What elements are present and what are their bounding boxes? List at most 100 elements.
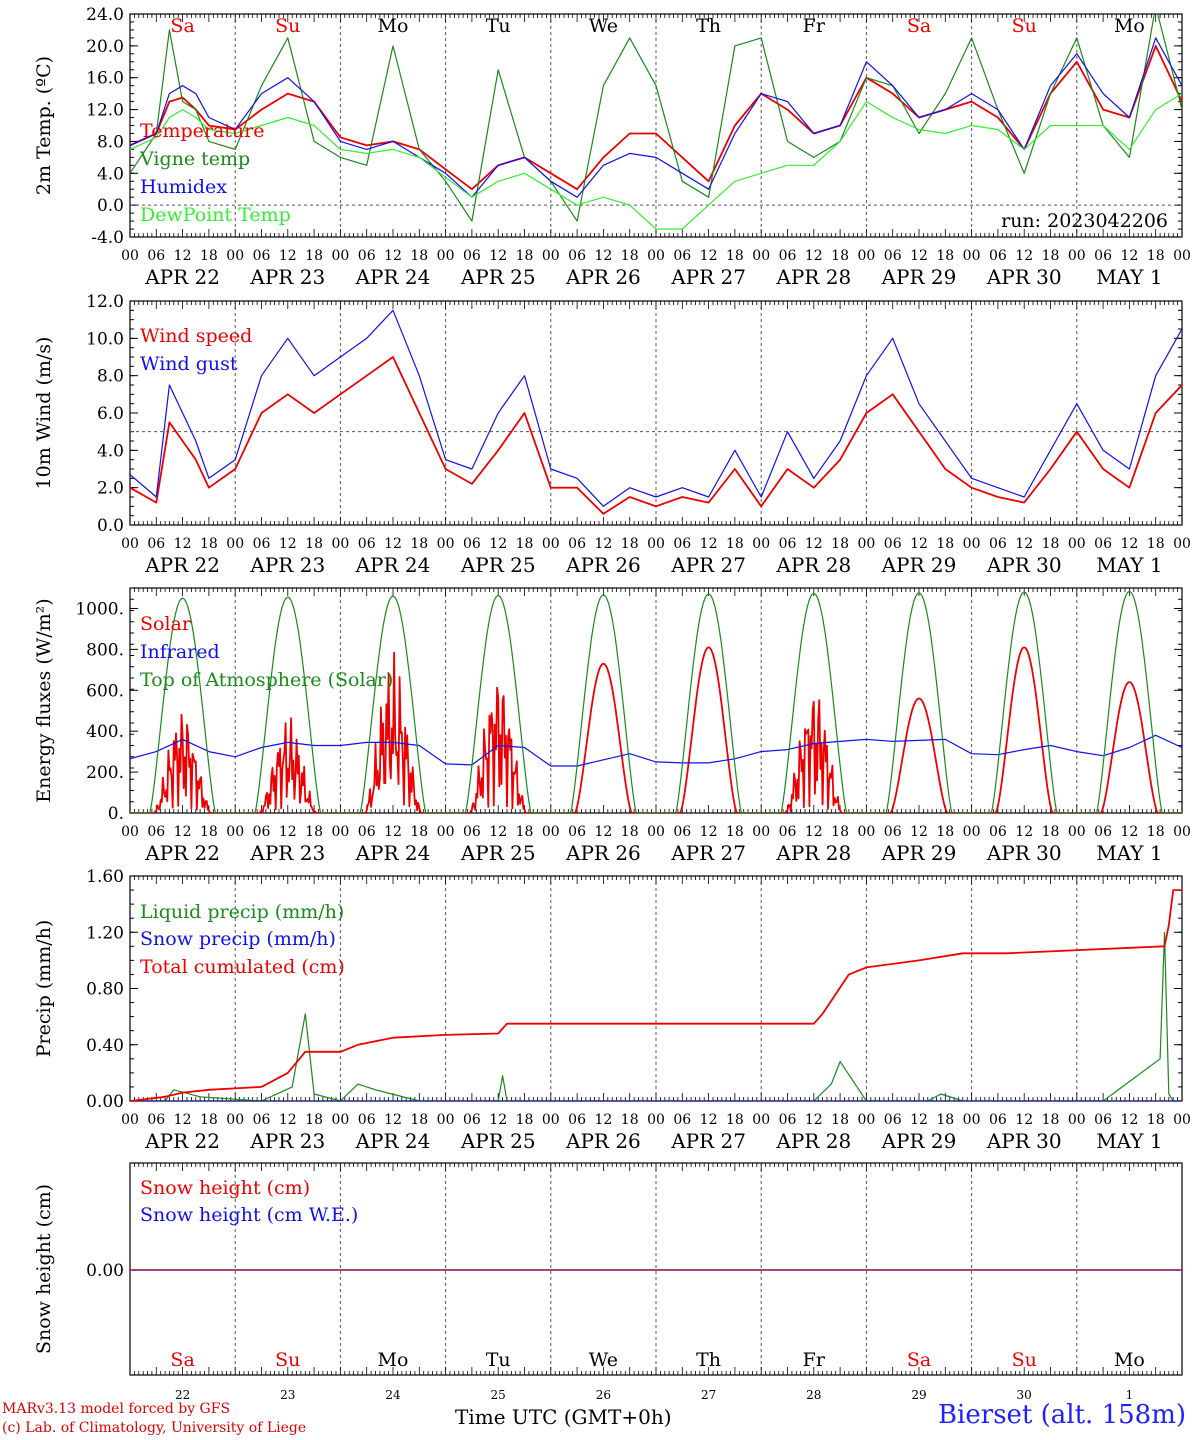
day-label: APR 23	[249, 265, 325, 289]
hour-label: 18	[621, 536, 639, 552]
day-label: APR 26	[565, 265, 641, 289]
hour-label: 00	[963, 1112, 981, 1128]
legend-solar: Solar	[140, 613, 192, 635]
hour-label: 18	[831, 824, 849, 840]
hour-label: 12	[594, 248, 612, 264]
legend-liquid-precip-mm-h: Liquid precip (mm/h)	[140, 901, 344, 923]
hour-label: 00	[647, 824, 665, 840]
hour-label: 12	[174, 248, 192, 264]
day-label: APR 26	[565, 841, 641, 865]
day-label: APR 22	[144, 265, 220, 289]
hour-label: 06	[989, 1112, 1007, 1128]
date-label: 26	[596, 1388, 611, 1402]
hour-label: 18	[1042, 248, 1060, 264]
hour-label: 00	[647, 248, 665, 264]
hour-label: 00	[963, 824, 981, 840]
day-label: APR 25	[460, 265, 536, 289]
day-label: APR 28	[775, 1129, 851, 1153]
day-label: MAY 1	[1096, 265, 1162, 289]
y-tick-label: 12.0	[86, 101, 124, 121]
series-infrared	[130, 734, 1182, 767]
hour-label: 18	[1042, 1112, 1060, 1128]
hour-label: 18	[516, 248, 534, 264]
hour-label: 06	[884, 248, 902, 264]
hour-label: 00	[542, 824, 560, 840]
hour-label: 06	[779, 536, 797, 552]
hour-label: 00	[226, 536, 244, 552]
series-group	[130, 14, 1182, 230]
hour-label: 06	[1094, 248, 1112, 264]
hour-label: 06	[673, 824, 691, 840]
y-axis-title: Energy fluxes (W/m²)	[33, 598, 55, 802]
hour-label: 00	[857, 1112, 875, 1128]
hour-label: 18	[1147, 1112, 1165, 1128]
series-group	[130, 889, 1182, 1101]
hour-label: 18	[1042, 824, 1060, 840]
legend-total-cumulated-cm: Total cumulated (cm)	[140, 956, 345, 978]
hour-label: 00	[121, 1112, 139, 1128]
weekday-label: Mo	[378, 15, 409, 37]
hour-label: 00	[542, 248, 560, 264]
weekday-label: Mo	[1114, 1349, 1145, 1371]
hour-label: 00	[752, 1112, 770, 1128]
legend-vigne-temp: Vigne temp	[139, 148, 250, 170]
hour-label: 12	[1120, 824, 1138, 840]
hour-label: 06	[358, 536, 376, 552]
credit-model: MARv3.13 model forced by GFS	[2, 1401, 231, 1417]
y-tick-label: 0.40	[86, 1036, 124, 1056]
legend-temperature: Temperature	[140, 120, 264, 142]
legend-dewpoint-temp: DewPoint Temp	[140, 204, 291, 226]
y-tick-label: 0.0	[97, 516, 124, 536]
hour-label: 12	[910, 824, 928, 840]
hour-label: 18	[410, 248, 428, 264]
day-label: APR 27	[670, 841, 746, 865]
hour-label: 18	[936, 248, 954, 264]
day-label: APR 25	[460, 841, 536, 865]
hour-label: 06	[568, 248, 586, 264]
hour-label: 12	[910, 536, 928, 552]
hour-label: 00	[1173, 536, 1191, 552]
hour-label: 06	[253, 824, 271, 840]
weekday-label: Sa	[170, 15, 194, 37]
hour-label: 00	[331, 1112, 349, 1128]
hour-label: 12	[1015, 248, 1033, 264]
hour-label: 00	[331, 824, 349, 840]
hour-label: 18	[621, 1112, 639, 1128]
series-group	[130, 590, 1182, 813]
hour-label: 18	[410, 1112, 428, 1128]
hour-label: 00	[1173, 1112, 1191, 1128]
hour-label: 18	[726, 536, 744, 552]
day-label: APR 30	[986, 265, 1062, 289]
hour-label: 06	[989, 824, 1007, 840]
hour-ticks	[129, 301, 1183, 525]
hour-label: 00	[963, 536, 981, 552]
y-tick-label: 400.	[86, 722, 124, 742]
hour-label: 06	[568, 536, 586, 552]
hour-label: 12	[489, 248, 507, 264]
weekday-label: Su	[275, 15, 300, 37]
hour-label: 06	[358, 248, 376, 264]
date-label: 28	[806, 1388, 821, 1402]
hour-label: 18	[305, 824, 323, 840]
hour-label: 12	[174, 536, 192, 552]
legend-snow-height-cm: Snow height (cm)	[140, 1177, 310, 1199]
hour-label: 00	[437, 248, 455, 264]
day-label: APR 30	[986, 841, 1062, 865]
hour-label: 00	[437, 536, 455, 552]
hour-label: 12	[384, 248, 402, 264]
hour-label: 06	[463, 824, 481, 840]
legend-wind-speed: Wind speed	[140, 325, 252, 347]
weekday-label: Su	[1012, 15, 1037, 37]
weekday-label: Mo	[378, 1349, 409, 1371]
day-label: APR 24	[355, 553, 431, 577]
hour-label: 06	[147, 248, 165, 264]
hour-label: 00	[647, 536, 665, 552]
hour-label: 06	[463, 248, 481, 264]
hour-label: 12	[279, 536, 297, 552]
weekday-label: We	[589, 1349, 618, 1371]
y-tick-label: 0.00	[86, 1092, 124, 1112]
day-label: APR 25	[460, 553, 536, 577]
hour-label: 18	[726, 1112, 744, 1128]
hour-label: 00	[1068, 248, 1086, 264]
hour-label: 06	[1094, 1112, 1112, 1128]
